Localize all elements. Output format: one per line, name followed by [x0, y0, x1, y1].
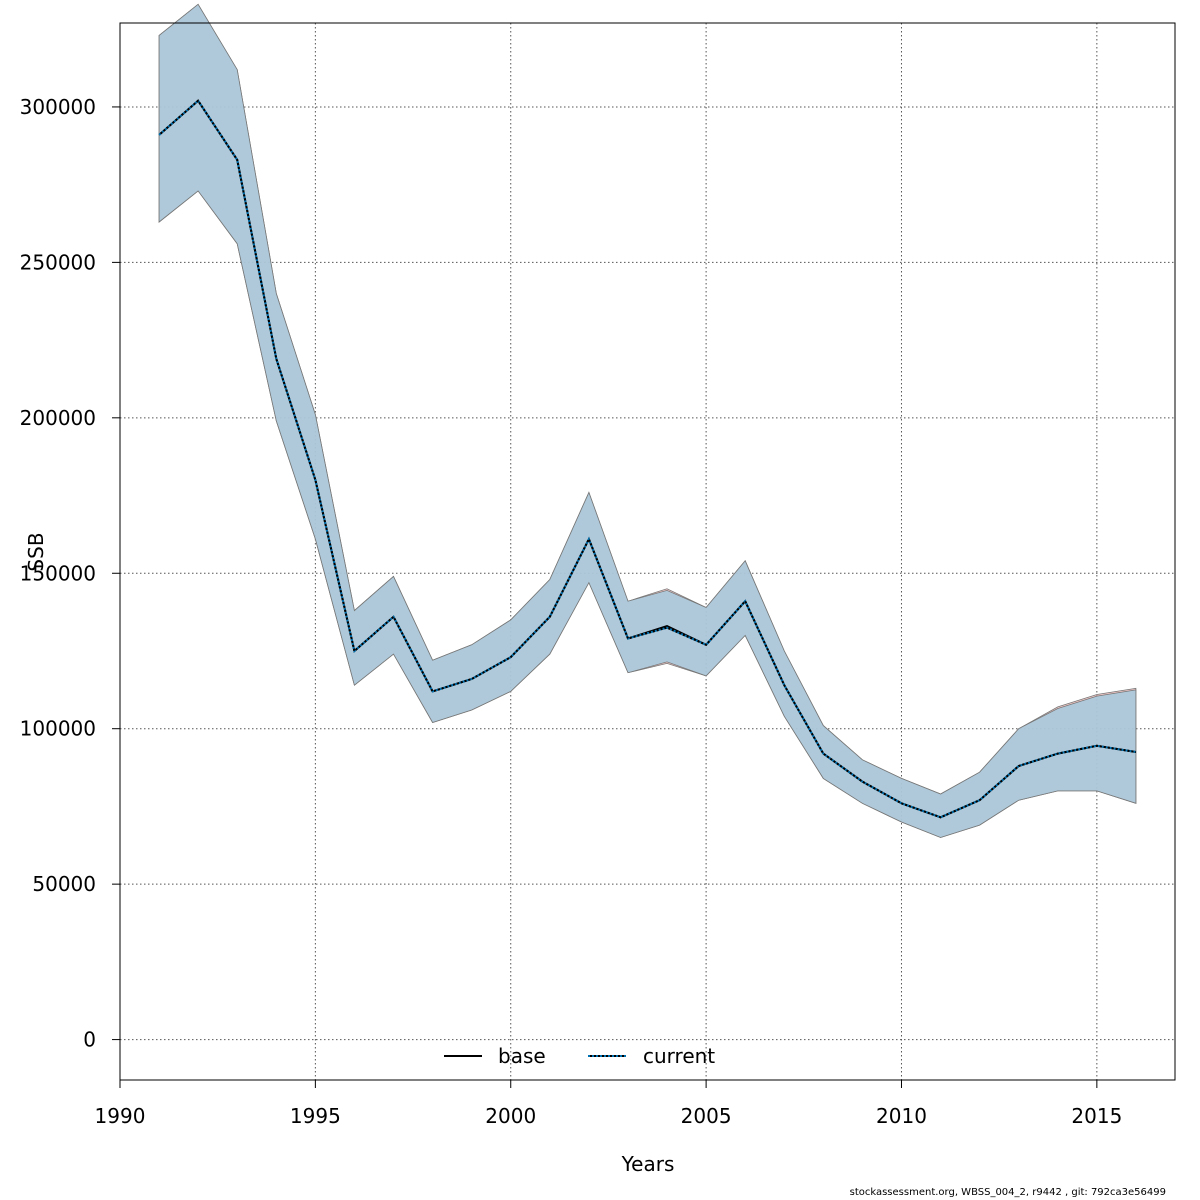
- plot-frame: [119, 22, 1176, 1081]
- series-line-current-dots: [158, 99, 1137, 819]
- series-line-current: [158, 99, 1137, 819]
- series-lines: [158, 99, 1137, 819]
- y-axis-title: SSB: [24, 532, 48, 571]
- confidence-band-current: [158, 3, 1137, 838]
- x-tick-label: 2015: [1071, 1104, 1122, 1128]
- y-tick-label: 300000: [20, 95, 96, 119]
- x-tick-label: 2000: [485, 1104, 536, 1128]
- y-tick-label: 150000: [20, 561, 96, 585]
- legend-label-base: base: [498, 1044, 546, 1068]
- y-tick-label: 250000: [20, 250, 96, 274]
- y-tick-label: 100000: [20, 717, 96, 741]
- footnote: stockassessment.org, WBSS_004_2, r9442 ,…: [849, 1187, 1166, 1198]
- legend: base current: [444, 1044, 715, 1068]
- x-axis-title: Years: [621, 1152, 675, 1176]
- x-tick-label: 1990: [95, 1104, 146, 1128]
- axes: 1990 1995 2000 2005 2010 2015 0 50000 100000 1500…: [20, 95, 1123, 1128]
- confidence-bands: [158, 3, 1137, 838]
- legend-label-current: current: [643, 1044, 715, 1068]
- x-tick-label: 1995: [290, 1104, 341, 1128]
- x-tick-label: 2005: [681, 1104, 732, 1128]
- x-tick-label: 2010: [876, 1104, 927, 1128]
- y-tick-label: 50000: [32, 872, 96, 896]
- y-tick-label: 200000: [20, 406, 96, 430]
- grid: [119, 23, 1175, 1080]
- y-tick-label: 0: [83, 1028, 96, 1052]
